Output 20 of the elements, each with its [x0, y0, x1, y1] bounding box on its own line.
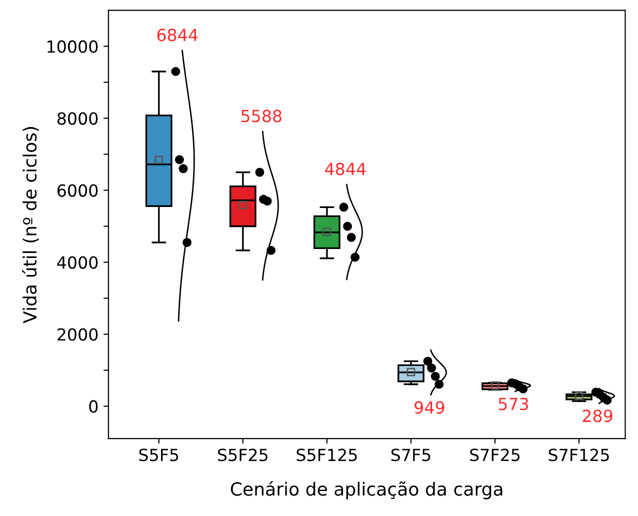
x-tick-label: S5F5 — [139, 448, 178, 462]
annotation: 289 — [582, 410, 612, 422]
x-tick-label: S5F125 — [296, 448, 357, 462]
annotation: 5588 — [241, 110, 282, 122]
annotation: 6844 — [157, 28, 198, 42]
y-tick-label: 2000 — [58, 328, 98, 341]
x-tick-label: S7F125 — [548, 448, 609, 462]
y-tick-label: 8000 — [57, 112, 98, 125]
y-axis-title: Vida útil (nº de ciclos) — [22, 127, 39, 324]
annotation: 4844 — [325, 162, 366, 176]
x-axis-title: Cenário de aplicação da carga — [230, 481, 502, 500]
x-tick-label: S7F25 — [470, 448, 520, 462]
x-tick-label: S5F25 — [218, 448, 268, 462]
x-tick-label: S7F5 — [391, 448, 430, 462]
annotation: 949 — [414, 401, 444, 414]
y-tick-label: 4000 — [57, 256, 98, 269]
y-tick-label: 0 — [89, 400, 98, 413]
y-tick-label: 10000 — [48, 40, 98, 53]
annotation: 573 — [498, 398, 528, 410]
y-tick-label: 6000 — [57, 184, 98, 197]
